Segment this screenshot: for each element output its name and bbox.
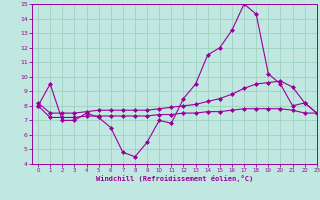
X-axis label: Windchill (Refroidissement éolien,°C): Windchill (Refroidissement éolien,°C)	[96, 175, 253, 182]
